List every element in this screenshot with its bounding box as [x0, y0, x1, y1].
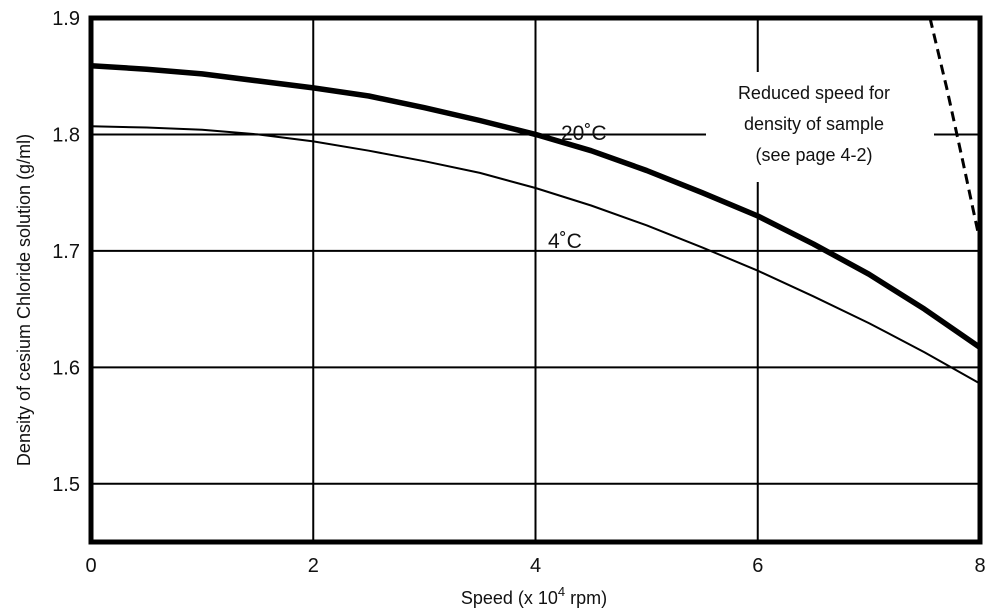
annotation-background — [706, 72, 934, 182]
annotation-line-3: (see page 4-2) — [755, 145, 872, 165]
series-line-dashed — [928, 17, 982, 242]
x-tick-labels: 0 2 4 6 8 — [85, 555, 985, 577]
series-label-20c: 20˚C — [561, 122, 607, 145]
plot-frame — [88, 15, 983, 545]
x-tick-label: 8 — [974, 555, 985, 577]
annotation-line-1: Reduced speed for — [738, 83, 890, 103]
y-axis-title: Density of cesium Chloride solution (g/m… — [14, 134, 34, 466]
x-axis-title: Speed (x 104 rpm) — [461, 584, 607, 608]
y-tick-label: 1.7 — [52, 241, 80, 263]
y-tick-label: 1.9 — [52, 8, 80, 30]
x-tick-label: 2 — [308, 555, 319, 577]
x-tick-label: 6 — [752, 555, 763, 577]
annotation: Reduced speed for density of sample (see… — [738, 83, 890, 165]
x-axis-title-exponent: 4 — [558, 584, 565, 599]
annotation-line-2: density of sample — [744, 114, 884, 134]
y-tick-label: 1.5 — [52, 474, 80, 496]
y-tick-label: 1.8 — [52, 124, 80, 146]
series-layer — [90, 17, 982, 385]
x-tick-label: 4 — [530, 555, 541, 577]
y-tick-labels: 1.5 1.6 1.7 1.8 1.9 — [52, 8, 80, 496]
x-tick-label: 0 — [85, 555, 96, 577]
y-tick-label: 1.6 — [52, 357, 80, 379]
series-line-thick — [90, 62, 982, 350]
series-line-thin — [90, 125, 981, 385]
x-axis-title-prefix: Speed (x 10 — [461, 588, 558, 608]
series-label-4c: 4˚C — [548, 230, 582, 253]
x-axis-title-suffix: rpm) — [565, 588, 607, 608]
